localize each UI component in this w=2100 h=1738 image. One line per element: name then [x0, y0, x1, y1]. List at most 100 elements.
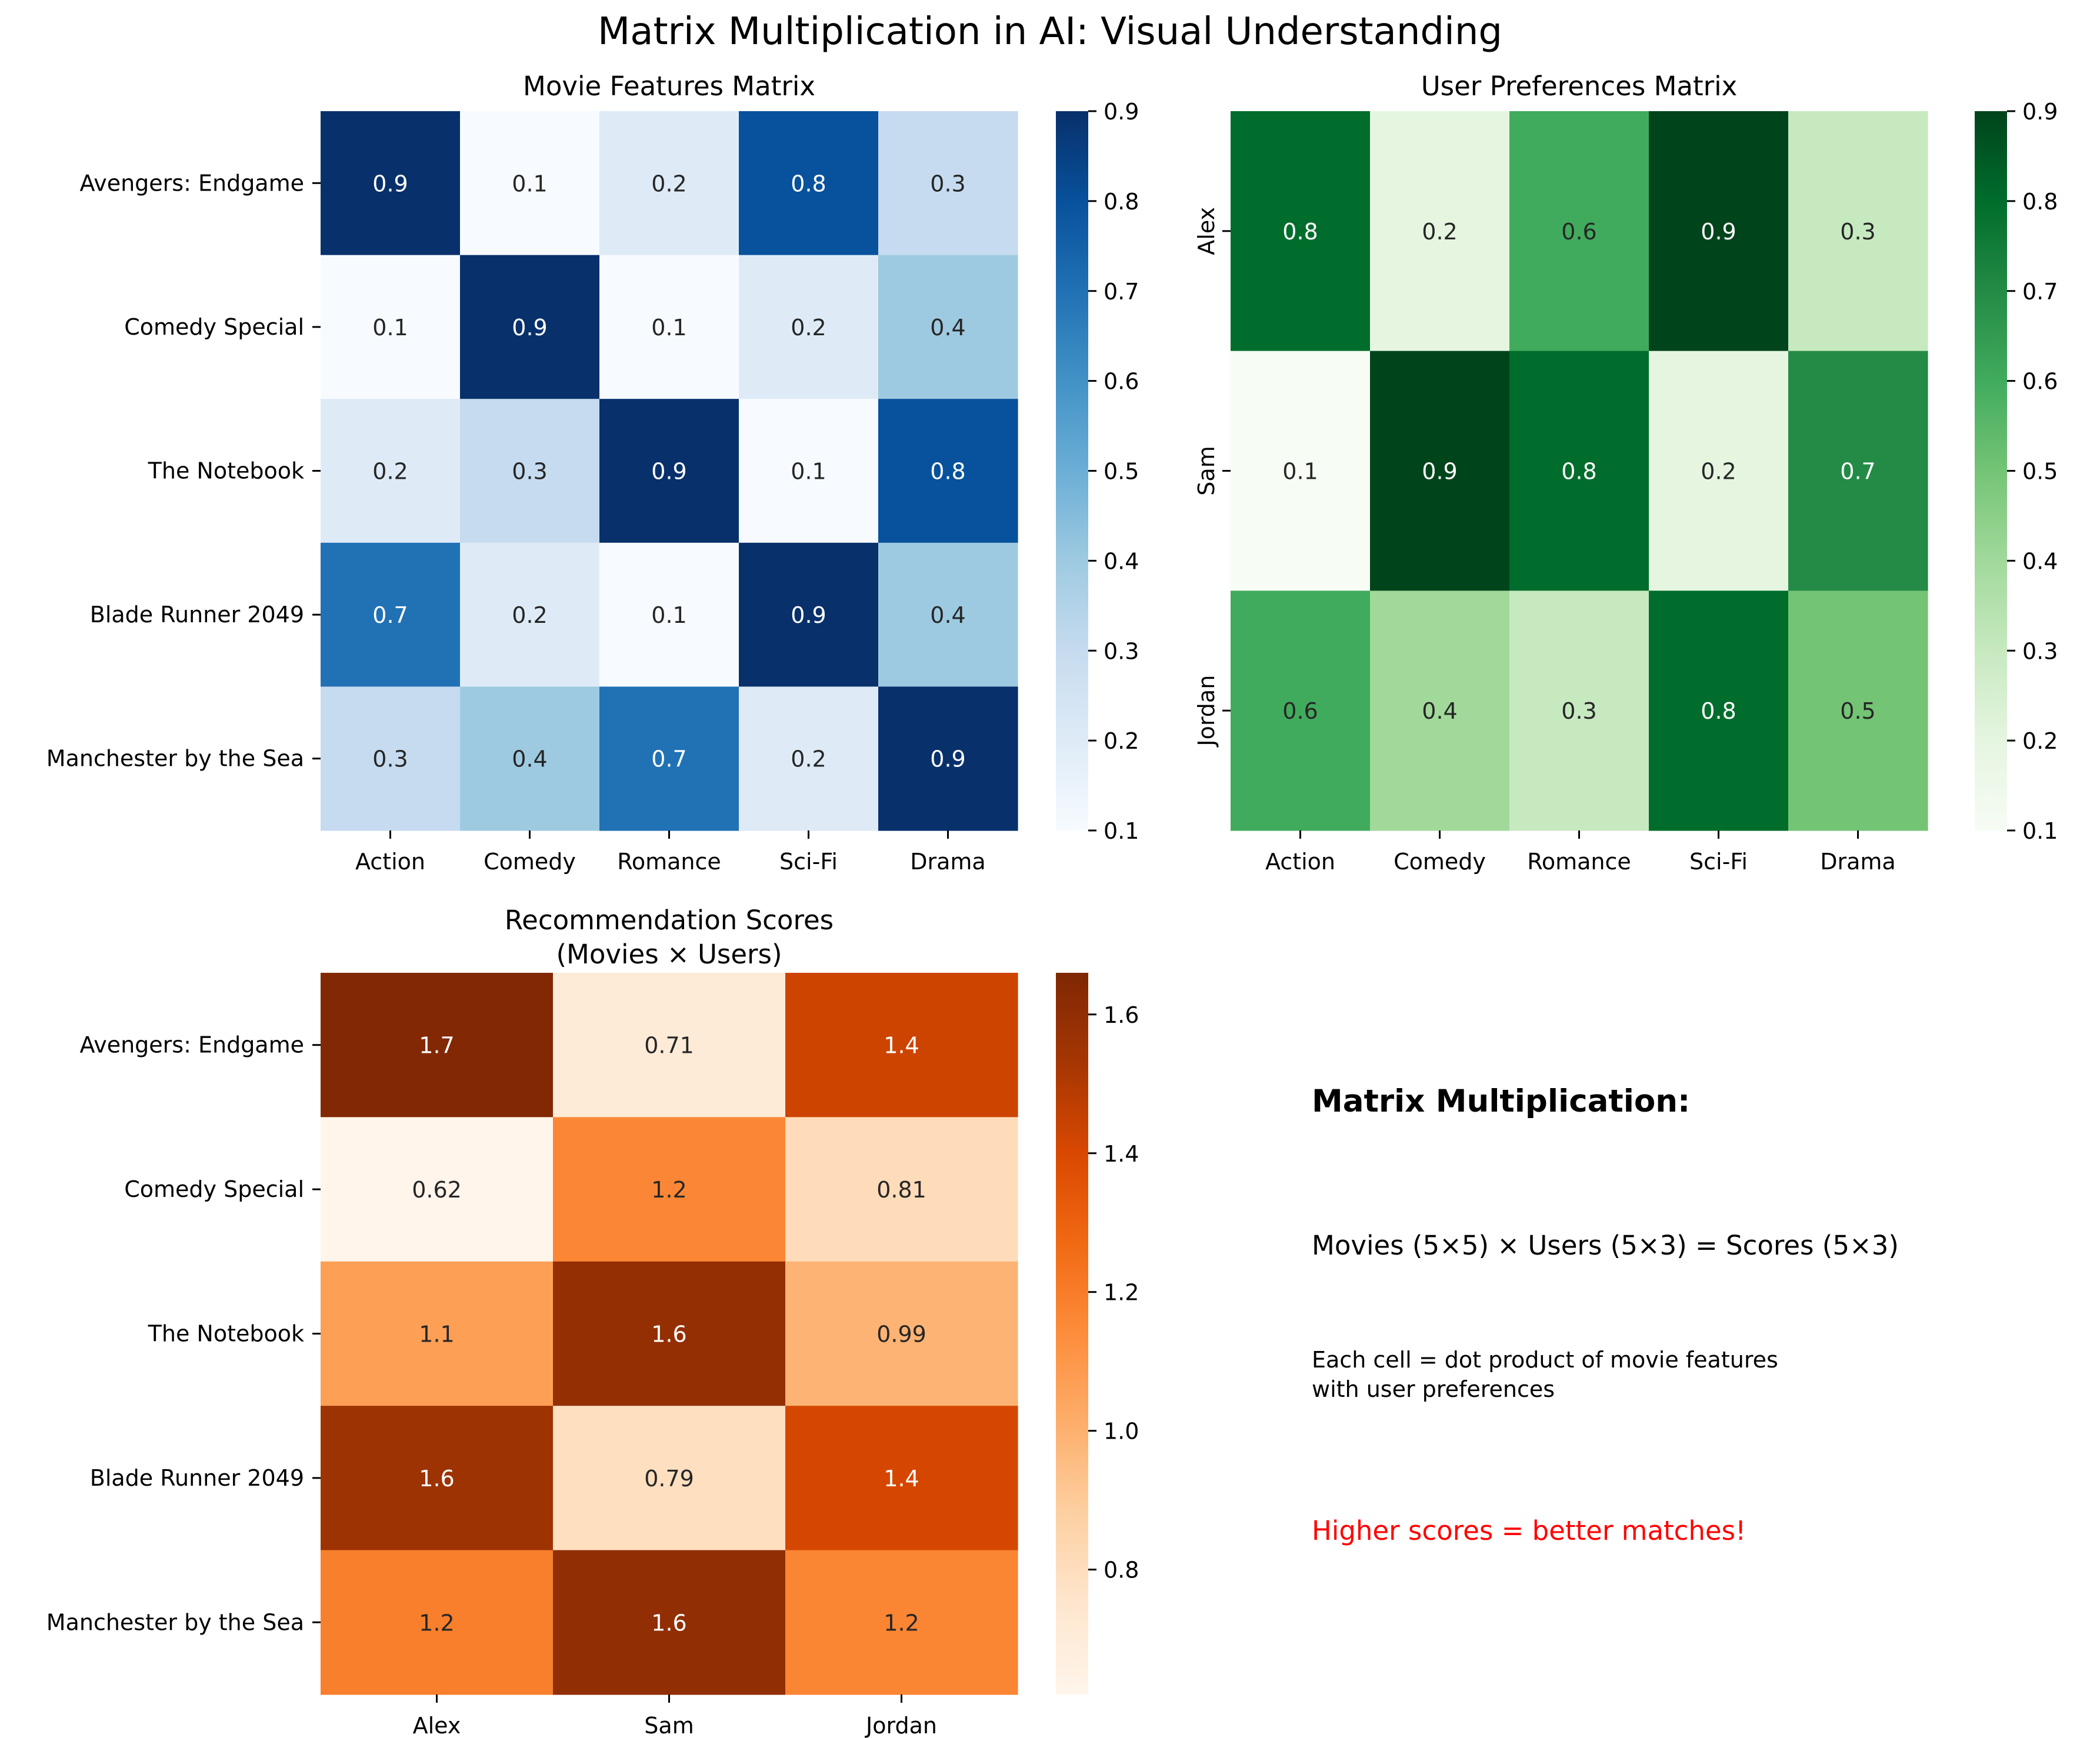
explanation-highlight: Higher scores = better matches!	[1312, 1515, 1746, 1546]
heatmap-cell	[878, 399, 1018, 543]
cell-label: 0.6	[1282, 698, 1318, 724]
cell-label: 0.2	[651, 171, 686, 196]
heatmap-subtitle: (Movies × Users)	[556, 939, 782, 970]
heatmap-cell	[785, 973, 1018, 1117]
figure-title: Matrix Multiplication in AI: Visual Unde…	[598, 10, 1502, 54]
colorbar-tick-label: 0.4	[2022, 548, 2058, 574]
y-tick-label: The Notebook	[148, 458, 304, 484]
cell-label: 1.7	[419, 1033, 454, 1059]
heatmap-cell	[321, 973, 554, 1117]
heatmap-cell	[553, 1550, 786, 1695]
cell-label: 0.1	[791, 459, 826, 485]
recommendation-scores-heatmap: Recommendation Scores(Movies × Users) 1.7…	[46, 905, 1139, 1738]
colorbar-tick-label: 0.7	[1104, 279, 1139, 305]
colorbar-tick-label: 0.9	[1104, 99, 1139, 125]
cell-label: 0.9	[1701, 219, 1736, 245]
cell-label: 0.3	[372, 746, 408, 772]
y-tick-label: Avengers: Endgame	[79, 170, 304, 196]
cell-label: 0.4	[930, 602, 965, 628]
colorbar-tick-label: 0.6	[1104, 369, 1139, 395]
explanation-description-line2: with user preferences	[1312, 1376, 1555, 1402]
heatmap-cell	[1649, 591, 1789, 831]
y-tick-label: Blade Runner 2049	[90, 1465, 304, 1491]
cell-label: 0.99	[876, 1322, 926, 1347]
cell-label: 1.6	[419, 1466, 454, 1492]
heatmap-cell	[1788, 351, 1928, 591]
heatmap-cell	[1231, 351, 1371, 591]
colorbar-tick-label: 0.1	[1104, 818, 1139, 844]
colorbar	[1975, 111, 2007, 830]
y-tick-label: Manchester by the Sea	[46, 1609, 304, 1635]
heatmap-cell	[321, 399, 461, 543]
cell-label: 0.3	[930, 171, 965, 196]
heatmap-cell	[321, 1406, 554, 1551]
heatmap-cell	[1231, 111, 1371, 352]
heatmap-cell	[739, 111, 879, 256]
x-tick-label: Jordan	[865, 1713, 937, 1738]
x-tick-label: Sci-Fi	[1689, 849, 1748, 875]
heatmap-title: User Preferences Matrix	[1421, 71, 1738, 102]
cell-label: 0.7	[1840, 459, 1875, 485]
heatmap-cell	[878, 255, 1018, 399]
y-tick-label: Jordan	[1194, 675, 1219, 748]
heatmap-cell	[460, 686, 600, 831]
y-tick-label: Manchester by the Sea	[46, 746, 304, 772]
heatmap-cell	[599, 255, 739, 399]
heatmap-cell	[1649, 351, 1789, 591]
cell-label: 0.9	[512, 315, 547, 341]
heatmap-cell	[785, 1406, 1018, 1551]
heatmap-cell	[785, 1117, 1018, 1262]
cell-label: 0.9	[791, 602, 826, 628]
heatmap-cell	[1370, 351, 1510, 591]
heatmap-cell	[460, 255, 600, 399]
cell-label: 0.8	[1282, 219, 1318, 245]
cell-label: 0.1	[372, 315, 408, 341]
heatmap-cell	[739, 686, 879, 831]
heatmap-cell	[1788, 111, 1928, 352]
cell-label: 1.6	[651, 1610, 686, 1636]
heatmap-cell	[321, 686, 461, 831]
heatmap-cell	[599, 686, 739, 831]
colorbar-tick-label: 0.2	[2022, 728, 2058, 754]
heatmap-cell	[1509, 591, 1649, 831]
explanation-heading: Matrix Multiplication:	[1312, 1083, 1690, 1119]
x-tick-label: Drama	[1820, 849, 1895, 875]
heatmap-title: Movie Features Matrix	[523, 71, 815, 102]
cell-label: 0.3	[1840, 219, 1875, 245]
cell-label: 0.2	[512, 602, 547, 628]
heatmap-cell	[739, 255, 879, 399]
heatmap-cell	[878, 542, 1018, 687]
x-tick-label: Drama	[910, 849, 985, 875]
heatmap-cell	[599, 111, 739, 256]
cell-label: 0.3	[512, 459, 547, 485]
heatmap-cell	[1788, 591, 1928, 831]
cell-label: 0.7	[372, 602, 408, 628]
heatmap-cell	[553, 1117, 786, 1262]
colorbar-tick-label: 0.5	[2022, 459, 2058, 485]
cell-label: 0.4	[512, 746, 547, 772]
heatmap-cell	[553, 1406, 786, 1551]
y-tick-label: Comedy Special	[124, 314, 304, 340]
cell-label: 0.9	[1422, 459, 1457, 485]
cell-label: 0.81	[876, 1177, 926, 1203]
cell-label: 0.2	[791, 315, 826, 341]
heatmap-cell	[785, 1261, 1018, 1406]
cell-label: 0.1	[651, 602, 686, 628]
colorbar-tick-label: 0.8	[2022, 189, 2058, 215]
heatmap-cell	[785, 1550, 1018, 1695]
heatmap-cell	[599, 542, 739, 687]
heatmap-cell	[1370, 591, 1510, 831]
cell-label: 0.62	[412, 1177, 462, 1203]
colorbar-tick-label: 1.6	[1104, 1002, 1139, 1028]
cell-label: 0.2	[791, 746, 826, 772]
heatmap-title: Recommendation Scores	[505, 905, 834, 936]
colorbar-tick-label: 0.3	[2022, 638, 2058, 664]
user-preferences-heatmap: User Preferences Matrix 0.8 0.2 0.6 0.9 0.3 0.…	[1194, 71, 2058, 875]
y-tick-label: Sam	[1194, 446, 1219, 495]
colorbar-tick-label: 0.6	[2022, 369, 2058, 395]
y-tick-label: Avengers: Endgame	[79, 1032, 304, 1058]
heatmap-cell	[460, 111, 600, 256]
explanation-description-line1: Each cell = dot product of movie feature…	[1312, 1347, 1778, 1373]
explanation-formula: Movies (5×5) × Users (5×3) = Scores (5×3…	[1312, 1230, 1899, 1261]
cell-label: 0.8	[930, 459, 965, 485]
